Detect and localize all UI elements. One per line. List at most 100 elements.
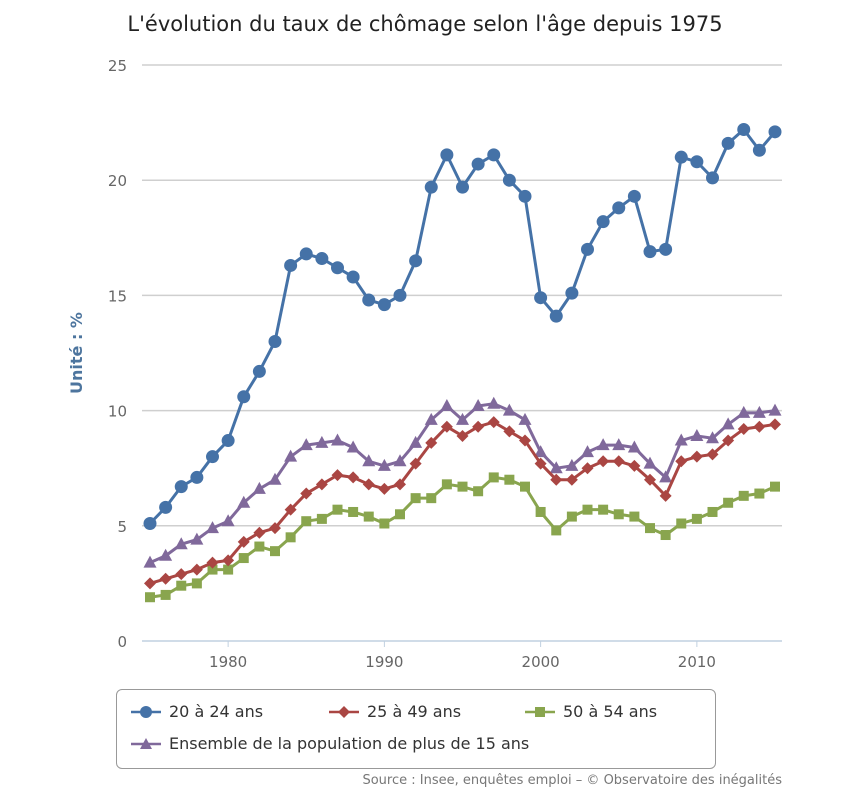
data-point: [769, 418, 781, 431]
data-point: [471, 398, 485, 411]
data-point: [268, 472, 282, 485]
data-point: [190, 532, 204, 545]
diamond-marker-icon: [329, 705, 359, 718]
data-point: [237, 495, 251, 508]
y-tick-label: 20: [108, 172, 127, 190]
data-point: [299, 438, 313, 451]
data-point: [456, 429, 469, 442]
legend-label: Ensemble de la population de plus de 15 …: [169, 734, 530, 753]
legend-item-20-24[interactable]: 20 à 24 ans: [131, 702, 263, 721]
data-point: [597, 455, 610, 468]
data-point: [472, 420, 485, 433]
data-point: [550, 473, 563, 486]
legend-label: 20 à 24 ans: [169, 702, 264, 721]
data-point: [581, 242, 594, 256]
data-point: [721, 136, 735, 150]
data-point: [534, 445, 548, 458]
data-point: [674, 433, 688, 446]
data-point: [269, 522, 281, 535]
data-point: [768, 125, 782, 139]
data-point: [737, 423, 750, 436]
data-point: [252, 364, 266, 378]
x-tick-label: 2000: [522, 653, 560, 671]
data-point: [565, 473, 578, 486]
data-point: [254, 541, 265, 552]
data-point: [395, 509, 405, 520]
data-point: [441, 479, 452, 490]
data-point: [268, 334, 282, 348]
data-point: [643, 245, 657, 259]
data-point: [222, 554, 235, 567]
y-axis-label: Unité : %: [67, 312, 86, 394]
data-point: [145, 592, 155, 603]
data-point: [175, 568, 188, 581]
data-point: [519, 434, 531, 447]
data-point: [191, 578, 202, 589]
data-point: [535, 506, 546, 517]
data-point: [206, 450, 219, 464]
legend-label: 50 à 54 ans: [563, 702, 658, 721]
data-point: [645, 523, 655, 534]
data-point: [598, 504, 609, 515]
data-point: [690, 155, 704, 169]
data-point: [534, 457, 547, 470]
data-point: [581, 445, 594, 458]
data-point: [426, 493, 437, 504]
data-point: [691, 513, 702, 524]
data-point: [379, 518, 390, 529]
data-point: [753, 420, 766, 433]
data-point: [644, 473, 656, 486]
data-point: [613, 509, 624, 520]
data-point: [284, 503, 297, 516]
data-point: [315, 478, 328, 491]
y-tick-label: 25: [108, 57, 127, 75]
data-point: [143, 516, 157, 530]
data-point: [722, 434, 735, 447]
legend-item-25-49[interactable]: 25 à 49 ans: [329, 702, 461, 721]
data-point: [643, 456, 657, 469]
data-point: [690, 428, 704, 441]
data-point: [253, 526, 266, 539]
data-point: [471, 157, 485, 171]
data-point: [754, 488, 765, 499]
data-point: [565, 286, 579, 300]
data-point: [160, 589, 171, 600]
data-point: [393, 454, 407, 467]
source-credit: Source : Insee, enquêtes emploi – © Obse…: [362, 773, 782, 788]
data-point: [221, 434, 235, 448]
series-2: [145, 472, 780, 603]
data-point: [394, 478, 406, 491]
series-3: [143, 396, 782, 568]
data-point: [362, 478, 375, 491]
x-tick-label: 2010: [678, 653, 716, 671]
data-point: [456, 180, 469, 194]
data-point: [737, 123, 751, 137]
data-point: [393, 288, 407, 302]
data-point: [223, 564, 234, 575]
data-point: [190, 470, 204, 484]
data-point: [284, 258, 298, 272]
data-point: [409, 457, 422, 470]
data-point: [659, 489, 672, 502]
data-point: [377, 298, 391, 312]
legend-item-ensemble[interactable]: Ensemble de la population de plus de 15 …: [131, 734, 529, 753]
data-point: [174, 480, 188, 494]
y-tick-label: 15: [108, 287, 127, 305]
data-point: [285, 532, 296, 543]
data-point: [504, 474, 515, 485]
legend-item-50-54[interactable]: 50 à 54 ans: [525, 702, 657, 721]
data-point: [582, 504, 593, 515]
data-point: [221, 514, 235, 527]
data-point: [190, 563, 203, 576]
data-point: [534, 291, 548, 305]
data-point: [237, 535, 250, 548]
data-point: [629, 511, 640, 522]
data-point: [706, 171, 719, 185]
data-point: [596, 215, 610, 229]
data-point: [270, 546, 280, 557]
data-point: [440, 148, 454, 162]
data-point: [549, 309, 563, 323]
data-point: [409, 435, 423, 448]
data-point: [176, 580, 187, 591]
